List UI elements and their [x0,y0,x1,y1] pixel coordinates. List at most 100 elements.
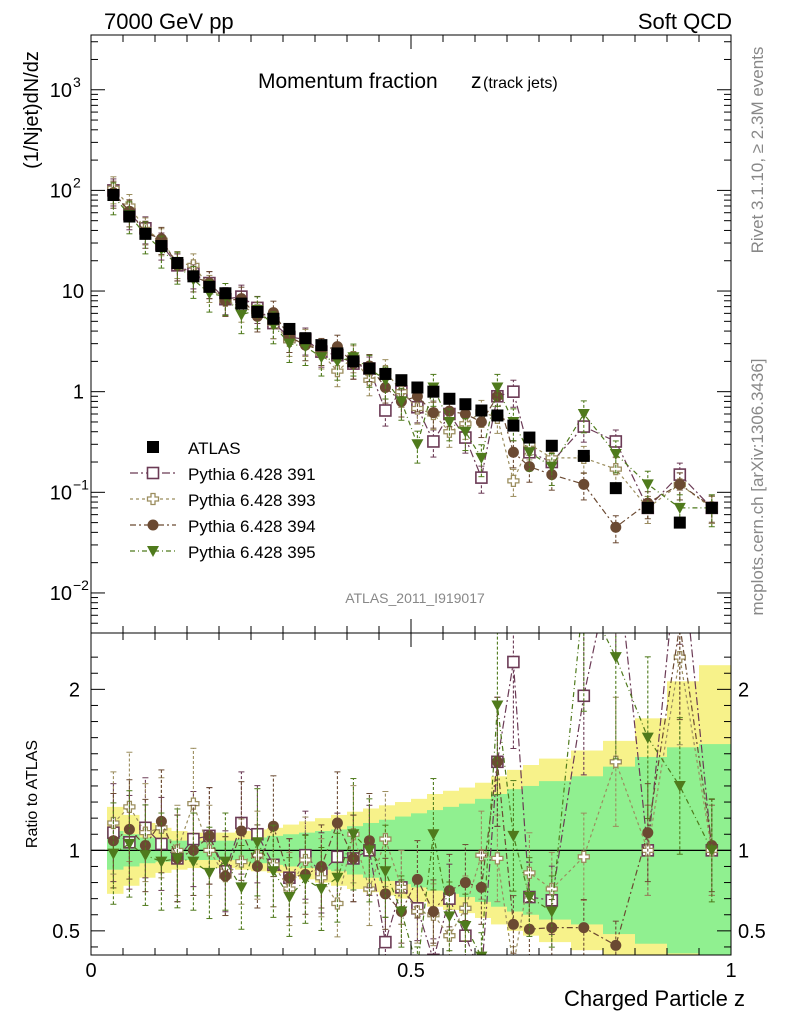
data-point [411,402,424,415]
data-point [395,396,408,408]
data-point [267,312,280,325]
main-title-subscript: (track jets) [483,75,558,92]
data-point [427,385,440,398]
main-y-axis-label: (1/Njet)dN/dz [21,51,43,169]
main-panel-frame [90,34,732,634]
ratio-point [508,961,519,972]
ratio-point [331,817,343,829]
ratio-point [523,892,536,904]
legend-marker [146,492,160,506]
ratio-point [331,897,344,910]
data-point [123,210,136,223]
ratio-point [187,856,200,868]
data-point [641,501,654,514]
ratio-point [475,849,488,862]
data-point [673,502,686,514]
ratio-point [267,866,280,878]
ratio-point [251,860,263,872]
ratio-point [411,873,423,885]
ratio-point [219,856,232,868]
ratio-point [577,850,590,863]
data-point [609,449,622,461]
main-y-tick-exponent: 3 [73,74,81,90]
main-title-text: Momentum fraction [258,70,438,93]
data-point [507,419,520,432]
ratio-point [203,844,216,857]
ratio-y-tick-label-left: 1 [69,840,80,862]
ratio-point [491,852,504,865]
ratio-point [315,883,328,895]
analysis-watermark: ATLAS_2011_I919017 [345,590,485,606]
ratio-series-p395 [107,588,718,955]
main-title-variable: z [471,70,482,93]
ratio-y-tick-label-left: 0.5 [52,921,80,943]
main-y-tick-label: 10 [62,281,84,303]
ratio-y-tick-label-right: 0.5 [738,921,766,943]
ratio-point [331,872,344,884]
ratio-point [507,830,520,842]
legend-marker [147,519,159,531]
data-point [475,404,488,417]
data-point [235,297,248,310]
ratio-point [235,825,247,837]
data-point [523,447,536,459]
data-point [443,416,456,428]
ratio-point [641,732,654,744]
ratio-point [283,892,296,904]
legend-entry-p395: Pythia 6.428 395 [130,543,316,562]
rivet-version-label: Rivet 3.1.10, ≥ 2.3M events [748,47,767,254]
data-point [187,270,200,283]
ratio-point [476,970,487,981]
legend-label: Pythia 6.428 395 [188,543,316,562]
ratio-point [578,588,590,599]
data-point [203,280,216,293]
data-point [443,392,456,405]
data-point [705,501,718,514]
data-point [609,462,622,476]
ratio-y-axis-label: Ratio to ATLAS [24,740,41,848]
data-point [507,474,520,487]
ratio-point [347,829,360,841]
data-point [411,439,424,451]
header-category-label: Soft QCD [638,9,732,34]
data-point [411,381,424,394]
mcplots-reference-label: mcplots.cern.ch [arXiv:1306.3436] [748,358,767,615]
legend-entry-p394: Pythia 6.428 394 [130,517,316,536]
ratio-point [299,874,312,886]
ratio-point [379,888,391,900]
data-point [315,352,328,364]
data-point [219,287,232,300]
legend-entry-p393: Pythia 6.428 393 [130,491,316,510]
data-point [475,416,487,428]
data-point [577,449,590,462]
ratio-point [545,906,558,918]
ratio-point [187,797,200,810]
ratio-point [235,882,248,894]
legend-marker [147,441,159,453]
data-point [315,339,328,352]
data-point [299,332,312,345]
ratio-y-tick-label-right: 2 [738,679,749,701]
data-point [545,461,558,473]
data-point [523,461,535,473]
ratio-point [673,780,686,792]
main-title: Momentum fraction z (track jets) [258,70,558,93]
ratio-point [139,850,152,862]
x-tick-label: 0 [85,960,96,982]
data-point [155,240,168,253]
ratio-y-tick-label-right: 1 [738,840,749,862]
x-axis-label: Charged Particle z [564,986,745,1011]
main-y-tick-label: 10 [50,482,72,504]
data-point [107,188,120,201]
ratio-point [395,906,408,918]
data-point [491,409,504,422]
data-point [641,479,654,491]
data-point [379,367,392,380]
data-point [523,431,536,444]
ratio-point [427,953,440,955]
ratio-point [642,827,654,839]
ratio-point [379,866,392,878]
ratio-point [459,921,472,933]
legend-marker [147,546,159,557]
series-p394 [107,180,718,544]
